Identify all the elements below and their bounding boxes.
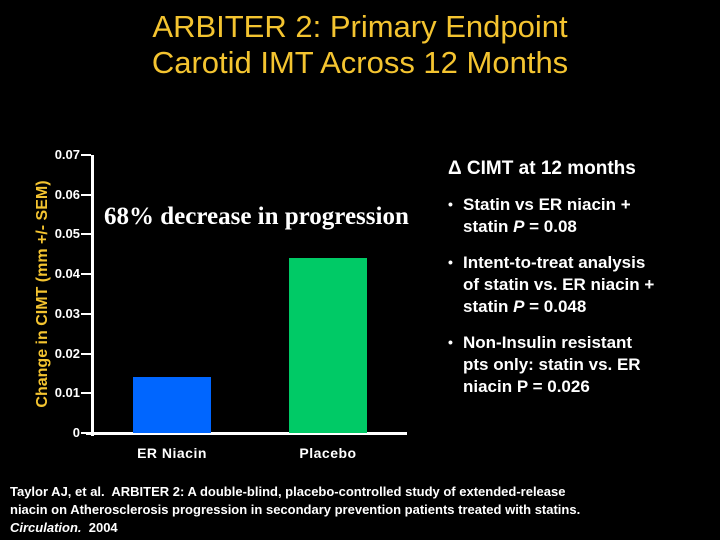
bullet-text-line: niacin P = 0.026 <box>463 376 713 398</box>
y-tick-label: 0.03 <box>54 305 80 321</box>
side-panel: Δ CIMT at 12 months • Statin vs ER niacin… <box>447 158 713 412</box>
bullet-text-segment: Intent-to-treat analysis <box>463 253 646 272</box>
y-tick-mark <box>81 392 91 395</box>
y-tick-mark <box>81 352 91 355</box>
citation-segment: 2004 <box>81 520 118 535</box>
bullet-text-segment: = 0.08 <box>524 217 577 236</box>
y-tick-label: 0.07 <box>54 147 80 162</box>
bullet-item: • Statin vs ER niacin + statin P = 0.08 <box>447 194 713 238</box>
y-tick-mark <box>81 233 91 236</box>
bullet-text-segment: P <box>513 297 525 316</box>
bar-er-niacin <box>133 377 211 433</box>
citation: Taylor AJ, et al. ARBITER 2: A double-bl… <box>10 483 580 537</box>
bullet-text-line: of statin vs. ER niacin + <box>463 274 713 296</box>
bullet-text-line: statin P = 0.048 <box>463 296 713 318</box>
bullet-text-segment: Non-Insulin resistant <box>463 333 633 352</box>
bullet-text-segment: = 0.048 <box>524 297 587 316</box>
y-axis-line <box>91 155 94 436</box>
bullet-text-line: statin P = 0.08 <box>463 216 713 238</box>
bar-label-er-niacin: ER Niacin <box>137 445 207 461</box>
citation-segment: niacin on Atherosclerosis progression in… <box>10 502 581 517</box>
y-tick-label: 0.06 <box>54 186 80 202</box>
y-tick-label: 0.02 <box>54 345 80 361</box>
slide-title-line-2: Carotid IMT Across 12 Months <box>151 45 569 80</box>
bullet-text-line: pts only: statin vs. ER <box>463 354 713 376</box>
bullet-marker: • <box>448 334 453 350</box>
x-axis-line <box>86 432 407 435</box>
bullet-item: • Non-Insulin resistant pts only: statin v… <box>447 332 713 398</box>
bar-placebo <box>289 258 367 433</box>
bullet-marker: • <box>448 254 453 270</box>
bullet-text-segment: niacin P = 0.026 <box>463 377 590 396</box>
bullet-text-segment: of statin vs. ER niacin + <box>463 275 655 294</box>
bullet-text-segment: statin <box>463 297 514 316</box>
y-axis-label: Change in CIMT (mm +/- SEM) <box>34 180 51 408</box>
y-tick-label: 0.01 <box>54 385 80 401</box>
y-tick-label: 0.04 <box>54 266 80 282</box>
citation-line: Taylor AJ, et al. ARBITER 2: A double-bl… <box>10 483 580 501</box>
bar-label-placebo: Placebo <box>299 445 357 461</box>
bullet-text-line: Intent-to-treat analysis <box>463 252 713 274</box>
citation-line: Circulation. 2004 <box>10 519 580 537</box>
citation-line: niacin on Atherosclerosis progression in… <box>10 501 580 519</box>
slide-title: ARBITER 2: Primary Endpoint Carotid IMT … <box>0 9 720 81</box>
y-tick-mark <box>81 312 91 315</box>
bullet-item: • Intent-to-treat analysis of statin vs. E… <box>447 252 713 318</box>
bullet-text-segment: P <box>513 217 525 236</box>
panel-heading: Δ CIMT at 12 months <box>448 158 636 179</box>
y-tick-label: 0.05 <box>54 226 80 242</box>
y-tick-mark <box>81 193 91 196</box>
y-tick-mark <box>81 273 91 276</box>
bullet-text-segment: statin <box>463 217 514 236</box>
y-tick-label: 0 <box>72 425 80 440</box>
bullet-text-segment: pts only: statin vs. ER <box>463 355 641 374</box>
slide-title-line-1: ARBITER 2: Primary Endpoint <box>152 9 568 44</box>
citation-segment: Taylor AJ, et al. ARBITER 2: A double-bl… <box>10 484 566 499</box>
chart-annotation: 68% decrease in progression <box>104 203 409 230</box>
bullet-text-line: Non-Insulin resistant <box>463 332 713 354</box>
bullet-list: • Statin vs ER niacin + statin P = 0.08 • In… <box>447 194 713 398</box>
y-tick-mark <box>81 432 91 434</box>
bullet-text-line: Statin vs ER niacin + <box>463 194 713 216</box>
bullet-text-segment: Statin vs ER niacin + <box>463 195 631 214</box>
y-tick-mark <box>81 154 91 156</box>
bullet-marker: • <box>448 196 453 212</box>
citation-segment: Circulation. <box>10 520 82 535</box>
